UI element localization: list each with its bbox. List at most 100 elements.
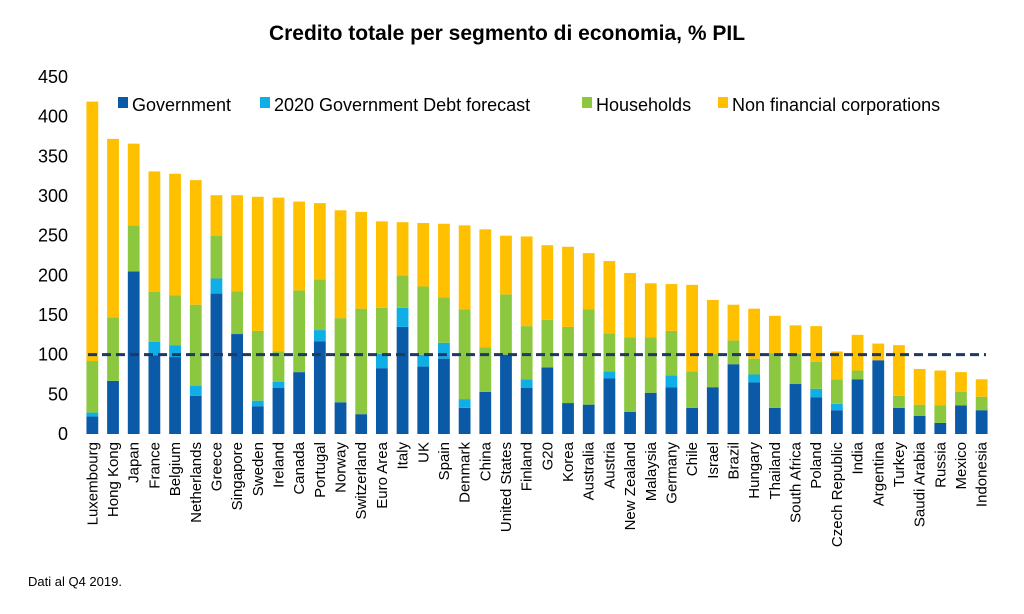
y-tick-label: 200 <box>38 265 68 285</box>
bar-segment <box>127 143 140 226</box>
bar-segment <box>541 367 554 434</box>
bar-segment <box>458 399 471 408</box>
x-axis: Luxembourg Hong Kong Japan France Belgium Net… <box>84 441 990 547</box>
x-tick-label: Italy <box>395 442 412 470</box>
bar-segment <box>665 330 678 376</box>
bar-segment <box>293 201 306 291</box>
y-tick-label: 100 <box>38 345 68 365</box>
bar-segment <box>851 379 864 434</box>
footnote: Dati al Q4 2019. <box>28 574 122 589</box>
bar-segment <box>272 387 285 434</box>
bar-segment <box>272 197 285 352</box>
x-tick-label: Thailand <box>767 442 784 500</box>
bar-segment <box>830 379 843 404</box>
bar-segment <box>810 326 823 362</box>
bar-segment <box>417 366 430 434</box>
bar-segment <box>438 342 450 359</box>
bar-segment <box>686 407 699 434</box>
bar-segment <box>272 381 285 388</box>
bar-segment <box>396 275 409 308</box>
bar-segment <box>934 370 947 406</box>
bar-segment <box>644 392 657 434</box>
bar-segment <box>375 353 388 369</box>
bar-segment <box>520 236 533 327</box>
bar-segment <box>603 261 616 334</box>
bar-segment <box>107 138 119 318</box>
bar-segment <box>86 416 99 434</box>
bar-segment <box>748 374 761 383</box>
bar-segment <box>438 358 450 434</box>
legend-label: Government <box>132 95 231 115</box>
bar-segment <box>458 309 471 400</box>
x-tick-label: Chile <box>684 442 701 476</box>
bar-segment <box>624 337 636 412</box>
bar-segment <box>313 203 326 280</box>
bar-segment <box>955 372 967 392</box>
bar-segment <box>810 397 823 434</box>
bar-segment <box>975 410 988 434</box>
bar-segment <box>355 414 368 434</box>
bar-segment <box>603 378 616 434</box>
bar-segment <box>293 372 306 434</box>
bar-segment <box>334 402 347 434</box>
bar-segment <box>479 347 492 392</box>
bar-segment <box>582 404 595 434</box>
bar-segment <box>251 330 264 401</box>
bar-segment <box>934 405 947 423</box>
bar-segment <box>727 340 740 365</box>
legend-swatch <box>118 97 128 108</box>
bar-segment <box>706 299 719 354</box>
bar-segment <box>686 284 699 372</box>
bar-segment <box>148 355 161 434</box>
x-tick-label: Austria <box>601 441 618 488</box>
bar-segment <box>86 412 99 417</box>
bar-segment <box>541 319 554 368</box>
bar-segment <box>210 278 223 294</box>
bar-segment <box>541 245 554 320</box>
x-tick-label: Euro Area <box>374 441 391 508</box>
x-tick-label: Saudi Arabia <box>912 441 929 527</box>
bar-segment <box>355 211 368 309</box>
x-tick-label: Denmark <box>457 442 474 503</box>
bar-segment <box>334 210 347 319</box>
x-tick-label: Australia <box>581 441 598 500</box>
bar-segment <box>872 360 885 434</box>
bar-segment <box>313 279 326 331</box>
x-tick-label: Turkey <box>891 442 908 488</box>
bar-segment <box>748 308 761 359</box>
bar-segment <box>479 391 492 434</box>
bar-segment <box>934 422 947 434</box>
bar-segment <box>500 294 512 355</box>
y-tick-label: 250 <box>38 226 68 246</box>
bar-segment <box>706 387 719 434</box>
x-tick-label: Luxembourg <box>84 442 101 525</box>
bar-segment <box>872 343 885 361</box>
bar-segment <box>624 272 636 338</box>
bar-segment <box>210 293 223 434</box>
bar-segment <box>313 341 326 434</box>
bar-segment <box>355 308 368 415</box>
y-tick-label: 400 <box>38 107 68 127</box>
x-tick-label: Germany <box>663 442 680 504</box>
bar-segment <box>520 379 533 388</box>
bar-segment <box>127 271 140 434</box>
bar-segment <box>148 171 161 292</box>
x-tick-label: South Africa <box>788 441 805 523</box>
x-tick-label: Czech Republic <box>829 442 846 548</box>
y-tick-label: 150 <box>38 305 68 325</box>
bar-segment <box>396 222 409 276</box>
bar-segment <box>231 334 244 434</box>
bar-segment <box>148 341 161 356</box>
x-tick-label: Hungary <box>746 442 763 499</box>
bar-segment <box>727 364 740 434</box>
bar-segment <box>748 382 761 434</box>
x-tick-label: New Zealand <box>622 442 639 530</box>
bar-segment <box>169 173 181 296</box>
x-tick-label: Belgium <box>167 442 184 496</box>
bar-segment <box>86 101 99 362</box>
x-tick-label: Portugal <box>312 442 329 498</box>
bar-segment <box>438 223 450 298</box>
x-tick-label: Poland <box>808 442 825 489</box>
y-tick-label: 450 <box>38 67 68 87</box>
